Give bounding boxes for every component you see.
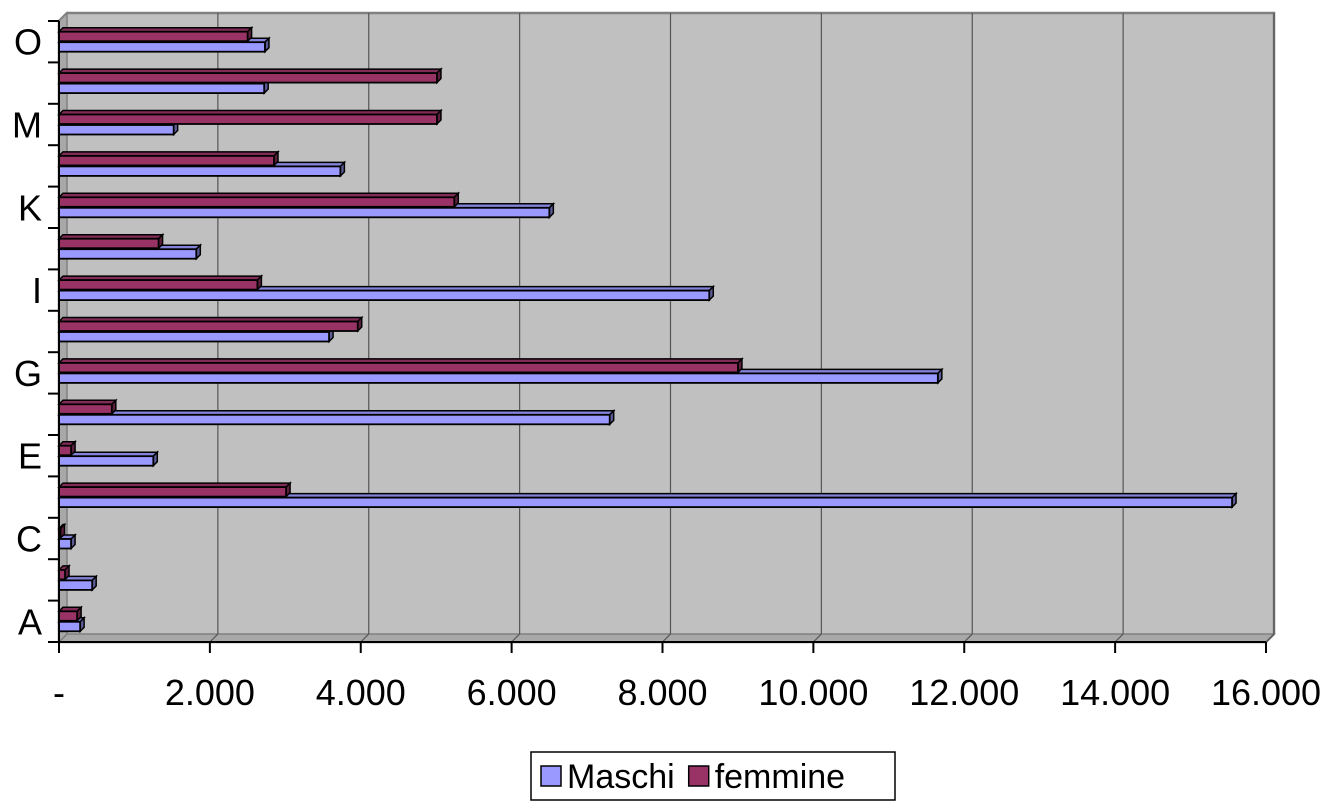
bar-maschi-e <box>58 455 155 467</box>
category-label-o: O <box>14 22 42 63</box>
bar-maschi-j <box>58 248 198 260</box>
gridline-floor <box>1114 633 1124 643</box>
bar-femmine-d <box>58 486 287 498</box>
legend-label-maschi: Maschi <box>567 758 675 796</box>
value-tick-labels: - 2.000 4.000 6.000 8.000 10.000 12.000 14.000 1… <box>53 672 1321 713</box>
bar-maschi-f <box>58 413 611 426</box>
gridline-floor <box>360 633 370 643</box>
value-tick-label: 8.000 <box>617 672 707 713</box>
bar-femmine-n <box>58 72 438 84</box>
value-tick-label: 4.000 <box>316 672 406 713</box>
value-tick-label: 12.000 <box>909 672 1019 713</box>
gridline-floor <box>1265 633 1275 643</box>
bar-femmine-f <box>58 403 113 415</box>
bar-maschi-m <box>58 124 175 136</box>
bar-maschi-o <box>58 41 266 53</box>
legend-label-femmine: femmine <box>715 758 845 796</box>
bar-maschi-g <box>58 372 939 384</box>
legend-swatch-femmine <box>687 765 710 787</box>
value-tick-label: 2.000 <box>165 672 255 713</box>
bar-maschi-c <box>58 538 72 550</box>
bar-femmine-m <box>58 113 438 125</box>
legend: Maschi femmine <box>530 751 896 801</box>
bar-femmine-e <box>58 444 72 457</box>
bar-femmine-k <box>58 196 456 208</box>
value-tick-label: 14.000 <box>1060 672 1170 713</box>
bar-femmine-o <box>58 30 249 43</box>
legend-swatch-maschi <box>540 765 562 787</box>
gridline-floor <box>963 633 973 643</box>
bar-maschi-k <box>58 206 551 219</box>
category-label-k: K <box>18 187 42 228</box>
bar-maschi-h <box>58 331 330 343</box>
category-label-g: G <box>14 353 42 394</box>
category-label-e: E <box>18 436 42 477</box>
bar-maschi-d <box>58 496 1233 509</box>
value-tick-label: 10.000 <box>758 672 868 713</box>
legend-box <box>530 751 896 801</box>
bar-maschi-i <box>58 289 711 302</box>
gridline-floor <box>812 633 822 643</box>
category-label-c: C <box>16 519 42 560</box>
bar-femmine-a <box>58 610 79 622</box>
gridline-floor <box>209 633 219 643</box>
value-tick-label: - <box>53 672 65 713</box>
bar-maschi-a <box>58 620 82 633</box>
bar-femmine-i <box>58 279 259 291</box>
category-label-i: I <box>32 270 42 311</box>
axes <box>48 20 1267 653</box>
category-tick-labels: AC E G I KM O <box>12 22 42 643</box>
category-label-a: A <box>18 601 42 642</box>
bar-femmine-j <box>58 237 160 250</box>
bar-femmine-l <box>58 154 275 167</box>
bar-femmine-h <box>58 320 359 332</box>
category-label-m: M <box>12 105 42 146</box>
bar-femmine-g <box>58 361 739 374</box>
value-tick-label: 16.000 <box>1211 672 1321 713</box>
gridline-floor <box>511 633 521 643</box>
bar-maschi-l <box>58 165 342 177</box>
bar-maschi-b <box>58 579 94 591</box>
bar-maschi-n <box>58 82 266 94</box>
gridline-floor <box>662 633 671 643</box>
value-tick-label: 6.000 <box>467 672 557 713</box>
